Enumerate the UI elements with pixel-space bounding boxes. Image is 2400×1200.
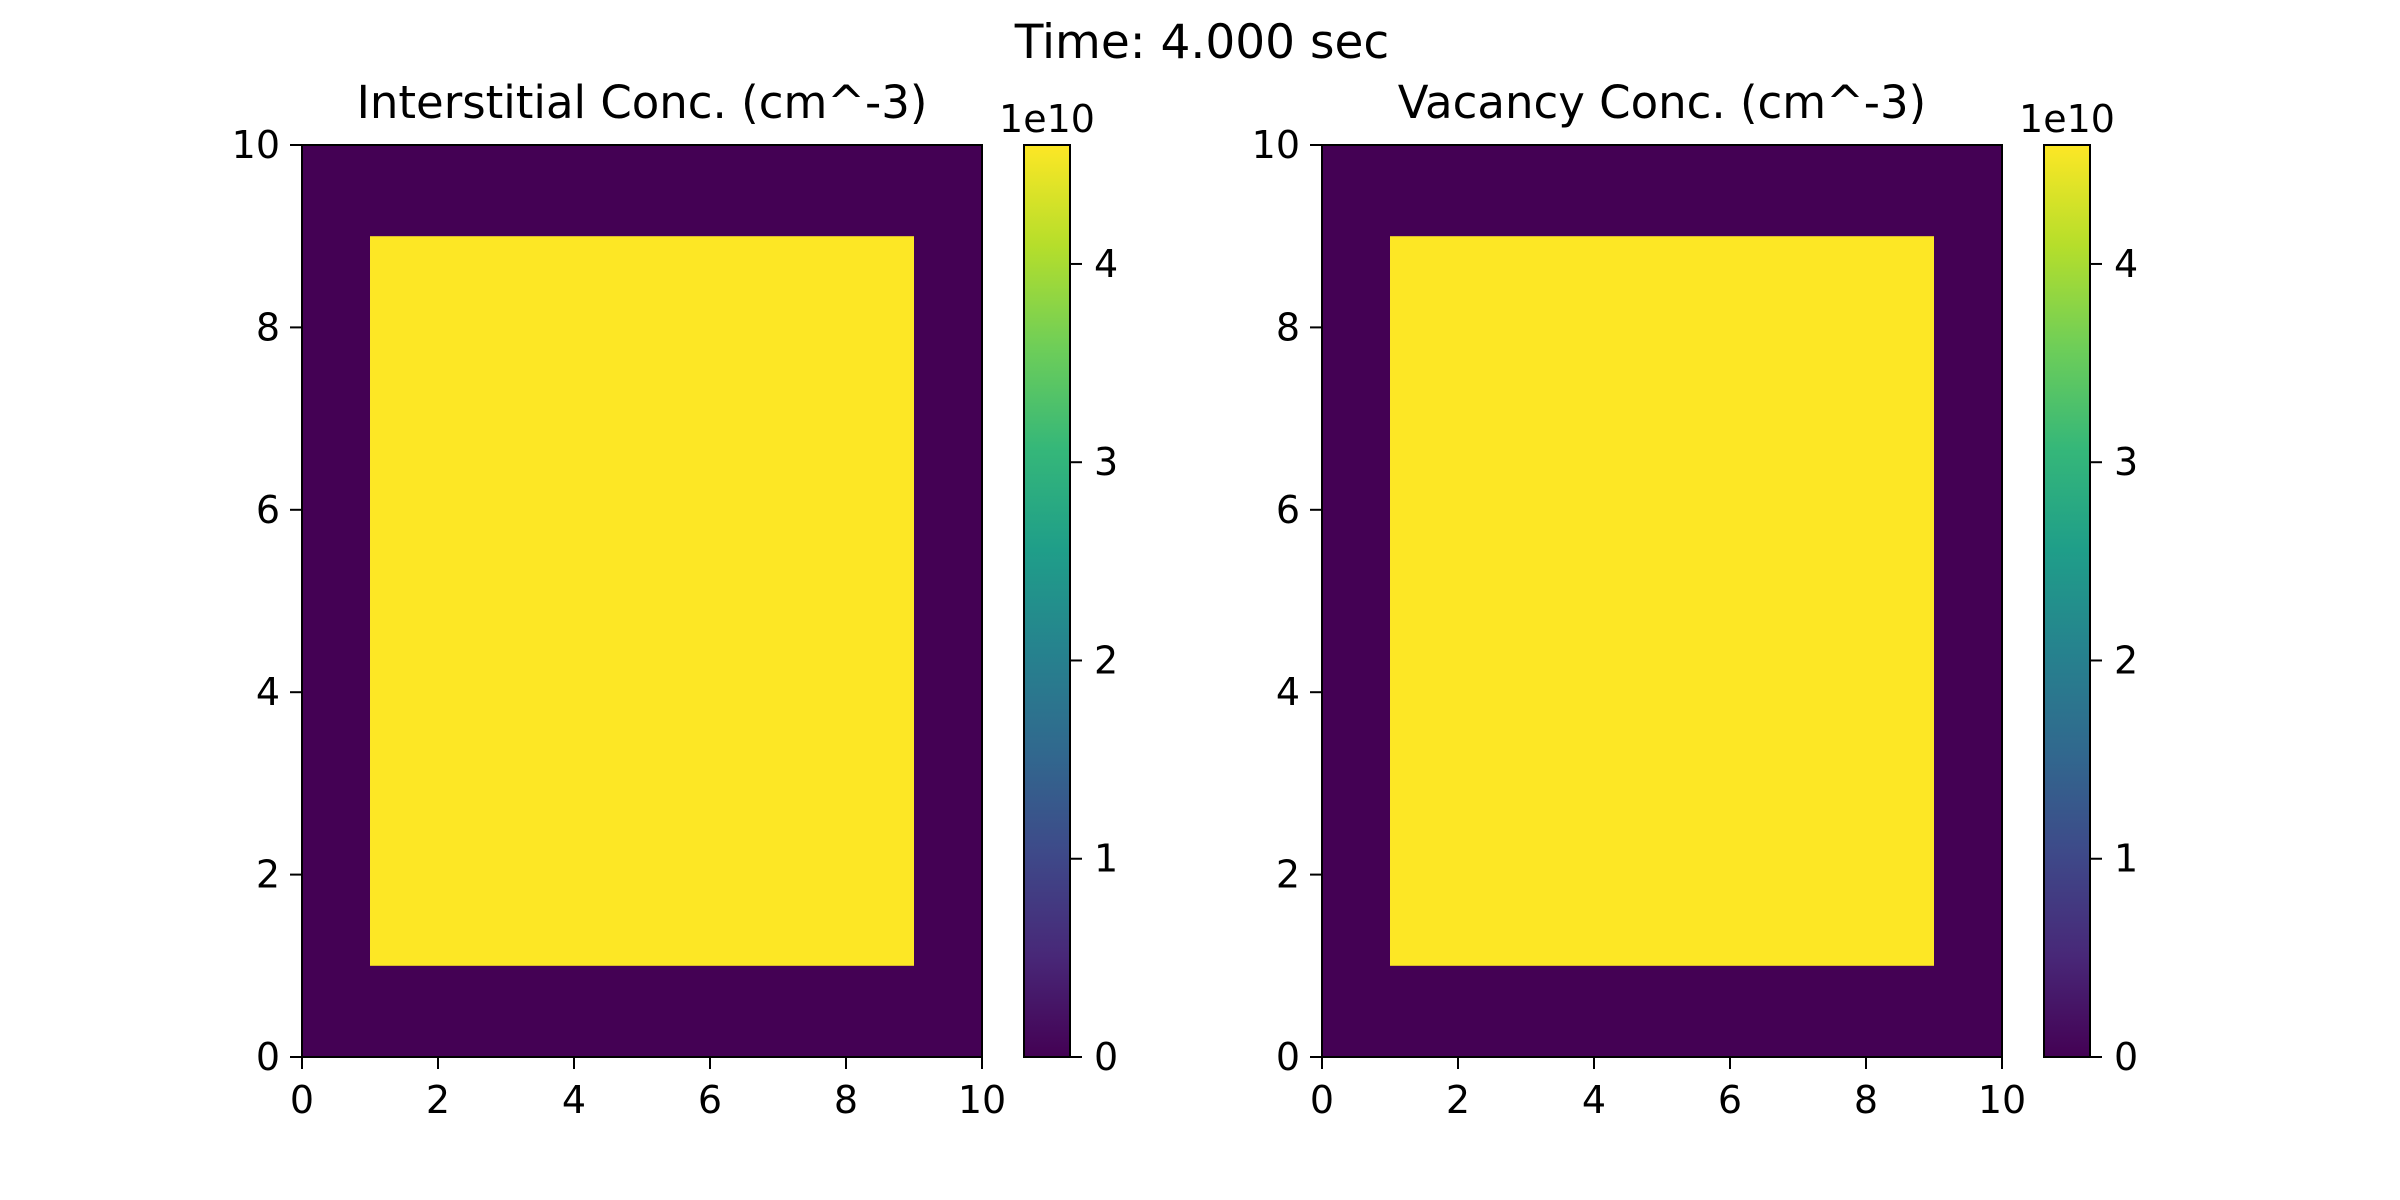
y-tick-label: 6 [256, 488, 280, 532]
y-tick-label: 10 [1252, 123, 1300, 167]
axes-title: Vacancy Conc. (cm^-3) [1398, 76, 1926, 129]
x-tick-label: 6 [698, 1078, 722, 1122]
y-tick-label: 2 [256, 853, 280, 897]
y-tick-label: 10 [232, 123, 280, 167]
x-tick-label: 0 [1310, 1078, 1334, 1122]
colorbar-tick-label: 3 [1094, 440, 1118, 484]
x-tick-label: 10 [1978, 1078, 2026, 1122]
y-tick-label: 4 [256, 670, 280, 714]
colorbar-frame [2043, 144, 2091, 1058]
x-tick-label: 0 [290, 1078, 314, 1122]
colorbar-tick-label: 0 [2114, 1035, 2138, 1079]
panel-1: Interstitial Conc. (cm^-3)0 2 4 6 8 100246810… [232, 76, 1119, 1122]
colorbar-gradient [1024, 145, 1070, 1057]
x-tick-label: 8 [1854, 1078, 1878, 1122]
colorbar-tick-label: 4 [2114, 242, 2138, 286]
y-tick-label: 0 [256, 1035, 280, 1079]
colorbar-tick-label: 2 [1094, 638, 1118, 682]
colorbar-gradient [2044, 145, 2090, 1057]
figure-suptitle: Time: 4.000 sec [1014, 15, 1390, 70]
colorbar-frame [1023, 144, 1071, 1058]
axes-frame [1321, 144, 2003, 1058]
colorbar-tick-label: 1 [1094, 837, 1118, 881]
y-tick-label: 0 [1276, 1035, 1300, 1079]
y-tick-label: 8 [256, 305, 280, 349]
x-tick-label: 6 [1718, 1078, 1742, 1122]
colorbar-tick-label: 0 [1094, 1035, 1118, 1079]
panel-2: Vacancy Conc. (cm^-3) 0 2 4 6 8 10 0 2 4 6 8 10 0 1 2 3 4… [1252, 76, 2139, 1122]
x-tick-label: 8 [834, 1078, 858, 1122]
axes-frame [301, 144, 983, 1058]
axes-title: Interstitial Conc. (cm^-3) [357, 76, 928, 129]
colorbar-tick-label: 2 [2114, 638, 2138, 682]
x-tick-label: 4 [1582, 1078, 1606, 1122]
x-tick-label: 2 [1446, 1078, 1470, 1122]
x-tick-label: 2 [426, 1078, 450, 1122]
heatmap-region-1 [370, 236, 914, 966]
heatmap-region-1 [1390, 236, 1934, 966]
x-tick-label: 4 [562, 1078, 586, 1122]
y-tick-label: 6 [1276, 488, 1300, 532]
y-tick-label: 4 [1276, 670, 1300, 714]
colorbar-offset-label: 1e10 [999, 97, 1095, 141]
colorbar-tick-label: 4 [1094, 242, 1118, 286]
y-tick-label: 2 [1276, 853, 1300, 897]
colorbar-offset-label: 1e10 [2019, 97, 2115, 141]
colorbar-tick-label: 3 [2114, 440, 2138, 484]
colorbar-tick-label: 1 [2114, 837, 2138, 881]
x-tick-label: 10 [958, 1078, 1006, 1122]
panels: Interstitial Conc. (cm^-3)0 2 4 6 8 100246810… [232, 76, 2139, 1122]
y-tick-label: 8 [1276, 305, 1300, 349]
